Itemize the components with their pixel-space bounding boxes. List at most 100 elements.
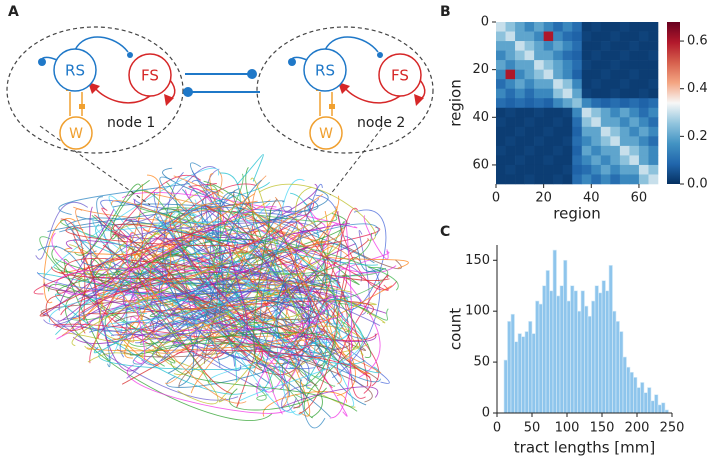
fiber <box>65 294 273 421</box>
heatmap-cell <box>629 79 640 90</box>
heatmap-cell <box>610 50 621 61</box>
heatmap-cell <box>600 60 611 70</box>
heatmap-cell <box>591 88 602 99</box>
heatmap-cell <box>524 41 535 51</box>
fiber <box>215 297 258 336</box>
heatmap-cell <box>610 107 621 118</box>
histogram-bar <box>566 300 571 414</box>
fiber <box>177 380 219 405</box>
heatmap-cell <box>496 136 506 147</box>
heatmap-cell <box>600 136 611 147</box>
fiber <box>260 227 291 321</box>
histogram-bar <box>542 285 547 414</box>
heatmap-cell <box>648 145 659 156</box>
population-label: W <box>69 126 83 142</box>
heatmap-cell <box>600 145 611 156</box>
heatmap-cell <box>572 41 583 51</box>
fiber <box>77 308 253 332</box>
heatmap-cell <box>534 174 544 185</box>
heatmap-cell <box>648 50 659 61</box>
heatmap-cell <box>534 98 544 109</box>
heatmap-cell <box>629 155 640 166</box>
fiber <box>315 194 342 325</box>
heatmap-cell <box>629 126 640 137</box>
heatmap-cell <box>591 155 602 166</box>
heatmap-cell <box>600 164 611 175</box>
heatmap-cell <box>648 164 659 175</box>
heatmap-cell <box>629 69 640 80</box>
histogram-bar <box>524 331 529 414</box>
heatmap-cell <box>496 155 506 166</box>
x-tick-label: 60 <box>631 191 648 206</box>
heatmap-cell <box>648 126 659 137</box>
heatmap-cell <box>600 41 611 51</box>
heatmap-cell <box>534 22 544 32</box>
fiber <box>106 304 144 360</box>
heatmap-cell <box>610 22 621 32</box>
fiber <box>65 226 254 247</box>
colorbar-tick-label: 0.4 <box>687 81 708 96</box>
heatmap-cell <box>629 145 640 156</box>
heatmap-cell <box>629 60 640 70</box>
heatmap-cell <box>581 126 592 137</box>
heatmap-cell <box>572 117 583 128</box>
y-tick-label: 20 <box>472 62 489 77</box>
heatmap-cell <box>581 69 592 80</box>
fiber <box>337 274 389 377</box>
y-tick-label: 150 <box>465 253 490 268</box>
heatmap-cell <box>496 69 506 80</box>
histogram-bar <box>661 402 666 414</box>
heatmap-cell <box>496 60 506 70</box>
heatmap-cell <box>648 31 659 42</box>
colorbar-tick-label: 0.0 <box>687 177 708 192</box>
heatmap-cell <box>543 155 554 166</box>
heatmap-cell <box>524 117 535 128</box>
panel-label: C <box>440 224 450 240</box>
heatmap-cell <box>638 155 649 166</box>
heatmap-cell <box>562 164 573 175</box>
histogram-bar <box>549 290 554 414</box>
heatmap-cell <box>648 107 659 118</box>
histogram-bar <box>570 285 575 414</box>
heatmap-cell <box>524 145 535 156</box>
fiber <box>265 206 292 218</box>
heatmap-cell <box>505 50 516 61</box>
fiber <box>97 183 256 339</box>
heatmap-cell <box>610 88 621 99</box>
fiber <box>320 274 366 399</box>
fiber <box>75 208 247 404</box>
heatmap-cell <box>600 126 611 137</box>
heatmap-cell <box>629 98 640 109</box>
heatmap-cell <box>591 145 602 156</box>
heatmap-cell <box>505 31 516 42</box>
heatmap-cell <box>496 50 506 61</box>
fiber <box>140 299 302 340</box>
histogram-bar <box>608 265 613 414</box>
heatmap-cell <box>515 79 525 90</box>
fiber <box>193 289 331 418</box>
heatmap-cell <box>572 107 583 118</box>
node-outline <box>256 26 434 154</box>
heatmap-cell <box>515 98 525 109</box>
fiber <box>137 258 194 387</box>
heatmap-cell <box>515 107 525 118</box>
heatmap-cell <box>619 22 630 32</box>
fiber <box>118 223 386 324</box>
heatmap-cell <box>648 22 659 32</box>
heatmap-cell <box>591 107 602 118</box>
heatmap-cell <box>562 98 573 109</box>
fiber <box>111 307 322 354</box>
heatmap-cell <box>534 117 544 128</box>
fiber <box>279 227 371 378</box>
fiber <box>249 382 269 401</box>
fiber <box>35 201 89 260</box>
heatmap-cell <box>581 98 592 109</box>
fiber <box>149 203 223 307</box>
heatmap-cell <box>524 164 535 175</box>
heatmap-cell <box>591 174 602 185</box>
fiber <box>126 364 286 414</box>
heatmap-cell <box>629 174 640 185</box>
histogram-bar <box>612 310 617 414</box>
heatmap-cell <box>629 50 640 61</box>
heatmap-cell <box>553 41 564 51</box>
